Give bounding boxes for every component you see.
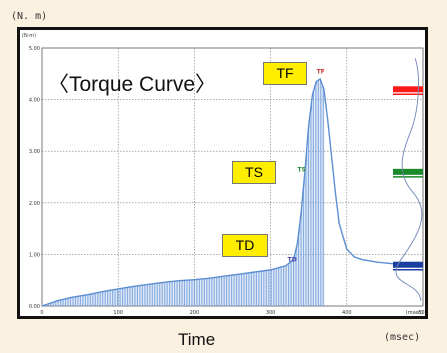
y-tick-label: 0.00: [29, 304, 40, 310]
marker-label-tf: TF: [317, 68, 325, 75]
marker-label-td: TD: [288, 257, 297, 264]
x-tick-label: 200: [190, 310, 200, 316]
tf-callout: TF: [263, 62, 307, 85]
distribution-curve: [395, 58, 423, 301]
side-band: [393, 86, 423, 93]
ts-callout: TS: [232, 161, 276, 184]
x-tick-label: 100: [113, 310, 123, 316]
td-callout: TD: [222, 234, 268, 257]
inner-y-unit: (N·m): [22, 33, 36, 39]
marker-label-ts: TS: [298, 166, 306, 173]
y-tick-label: 4.00: [29, 98, 40, 104]
chart-title: 〈Torque Curve〉: [48, 73, 217, 96]
inner-x-unit: (msec): [406, 310, 423, 316]
tf-callout-label: TF: [276, 65, 294, 81]
y-tick-label: 1.00: [29, 252, 40, 258]
side-band: [393, 168, 423, 175]
td-callout-label: TD: [235, 237, 255, 253]
x-tick-label: 0: [40, 310, 43, 316]
x-unit-label: (msec): [384, 332, 421, 343]
y-tick-label: 5.00: [29, 46, 40, 52]
y-tick-label: 3.00: [29, 149, 40, 155]
x-tick-label: 500: [418, 310, 425, 316]
x-tick-label: 400: [342, 310, 352, 316]
y-tick-label: 2.00: [29, 201, 40, 207]
x-tick-label: 300: [266, 310, 276, 316]
y-unit-label: (N. m): [11, 11, 48, 22]
chart-frame: 0 100 200 300 400 500 0.00 1.00 2.00 3.00 4.00 5.00…: [17, 27, 428, 319]
ts-callout-label: TS: [245, 164, 263, 180]
torque-curve: [41, 77, 423, 307]
x-axis-label: Time: [178, 330, 216, 349]
side-band: [393, 261, 423, 268]
